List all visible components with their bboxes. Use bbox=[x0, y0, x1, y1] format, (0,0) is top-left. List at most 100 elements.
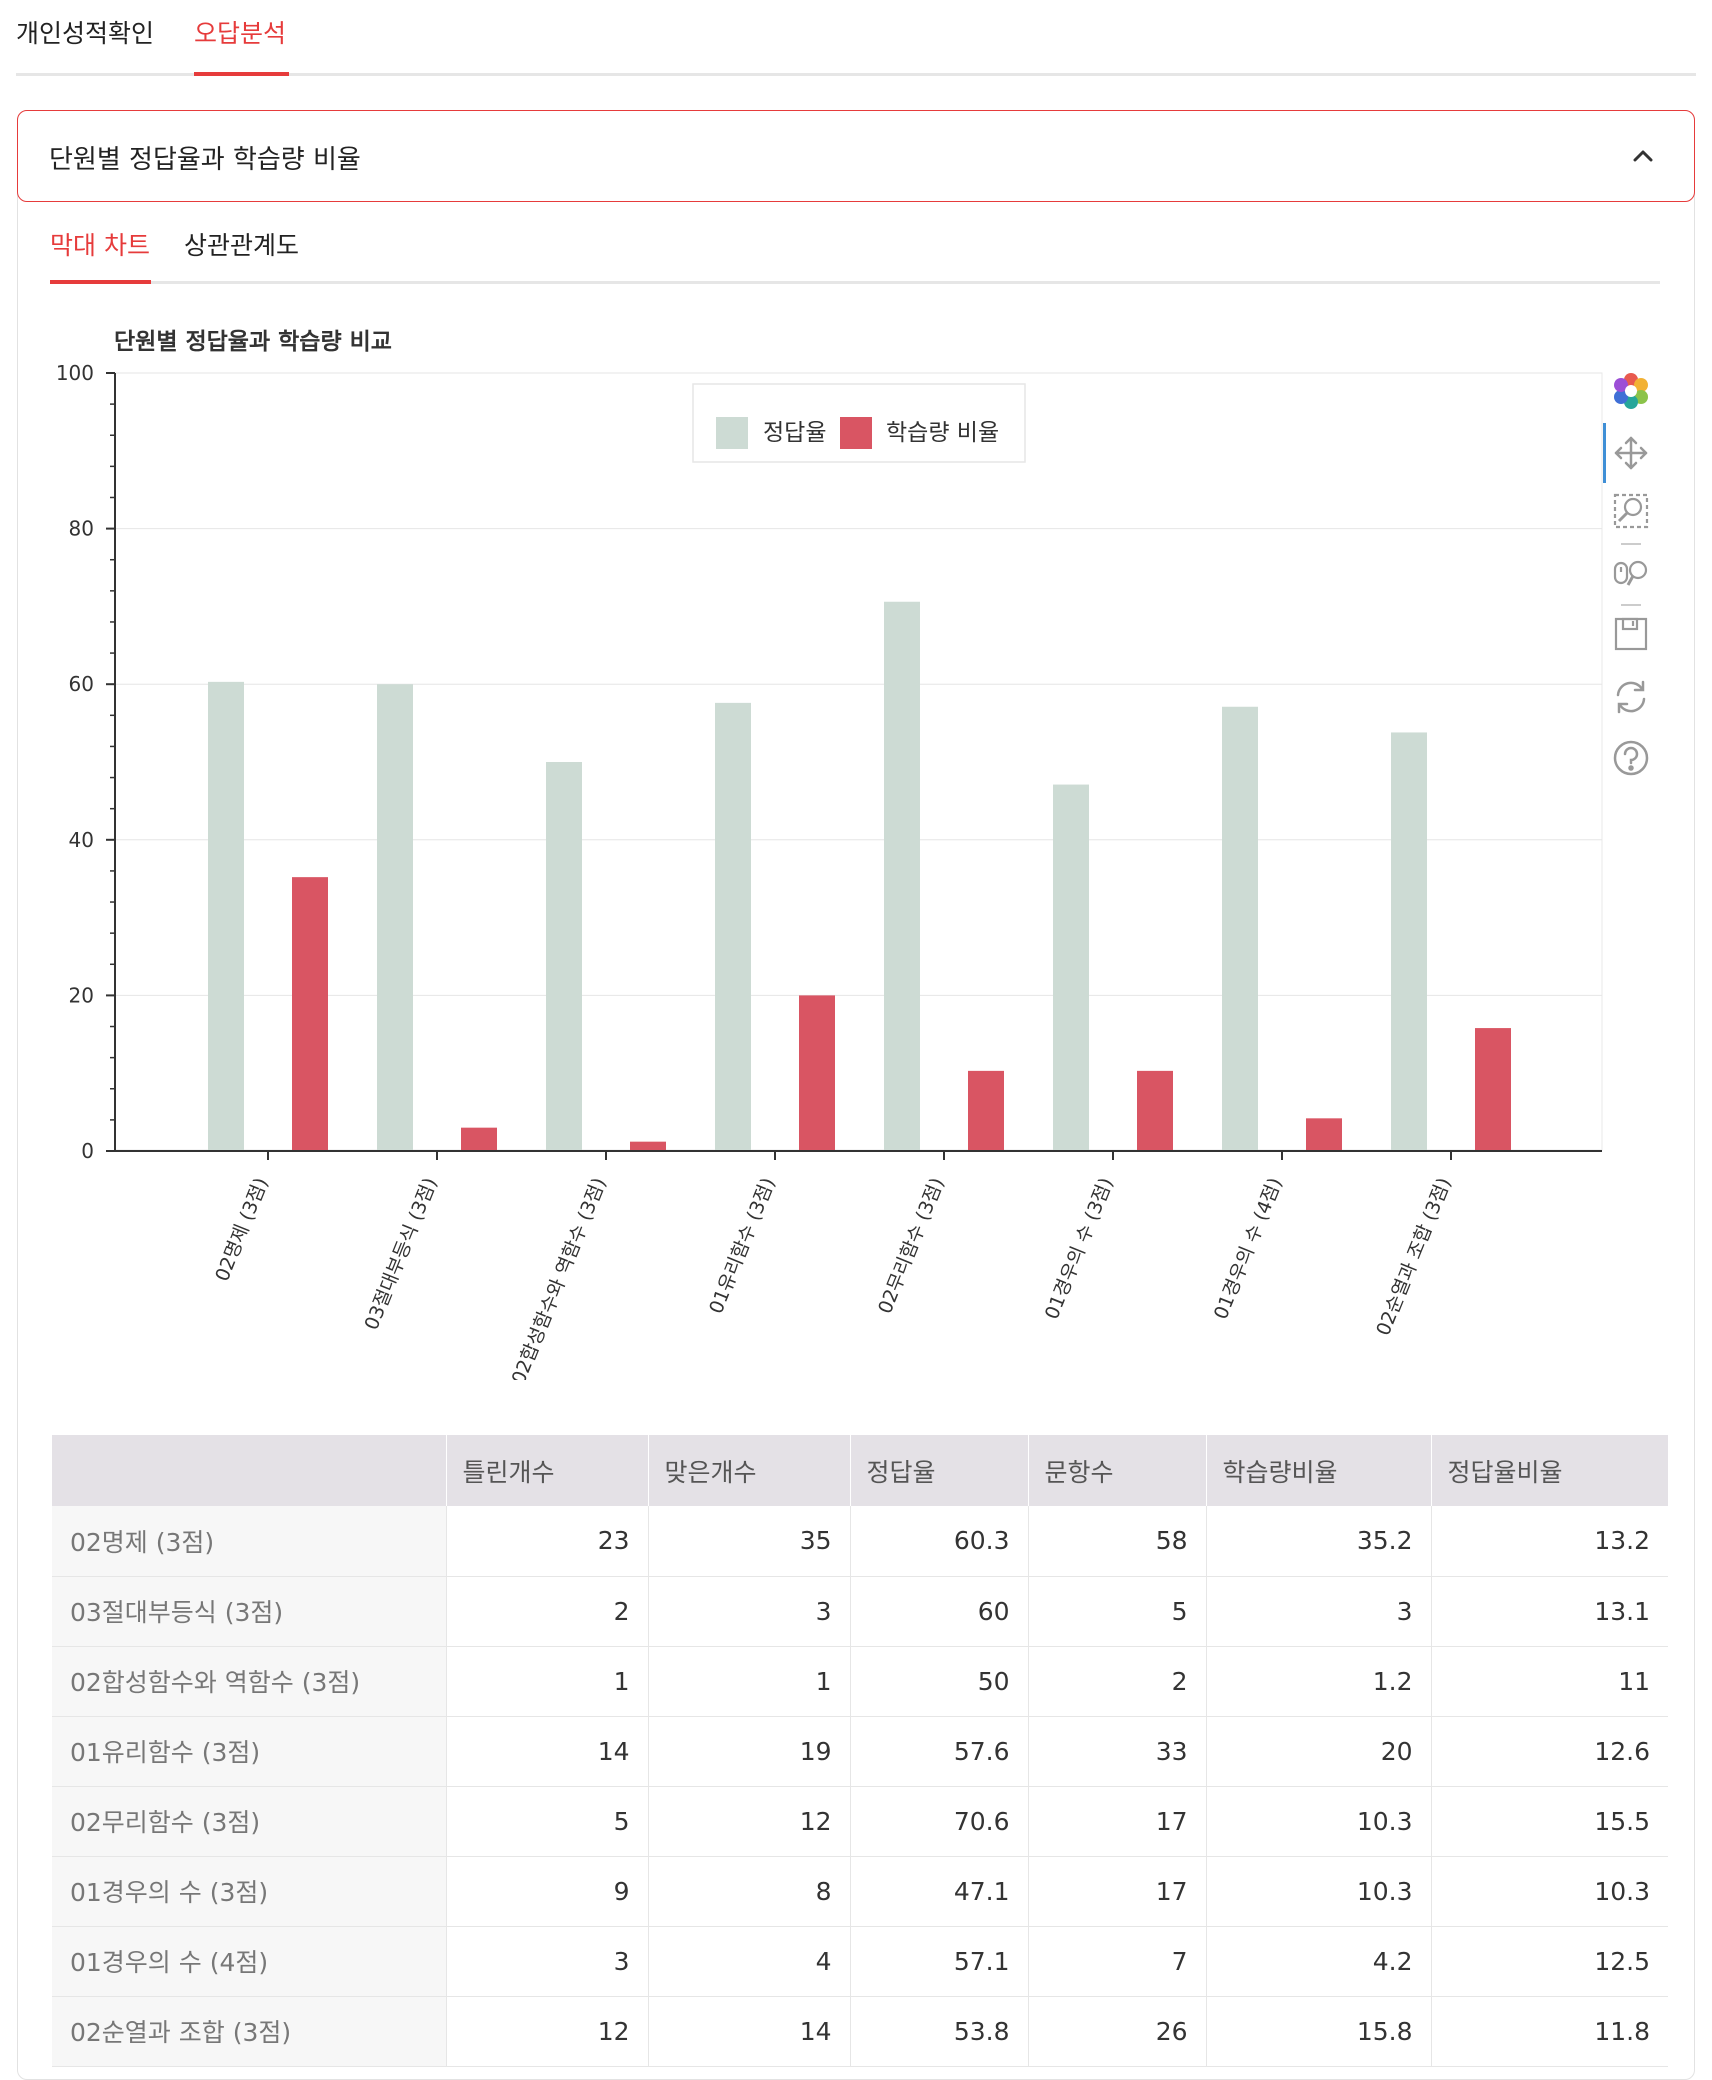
table-cell: 3 bbox=[1206, 1576, 1432, 1647]
table-cell: 9 bbox=[446, 1856, 649, 1927]
bar-correct-rate bbox=[715, 702, 751, 1151]
plot-frame bbox=[114, 372, 1603, 1151]
table-row: 01경우의 수 (3점) 9 8 47.1 17 10.3 10.3 bbox=[52, 1856, 1668, 1927]
reset-icon[interactable] bbox=[1610, 676, 1652, 718]
table-row: 02순열과 조합 (3점) 12 14 53.8 26 15.8 11.8 bbox=[52, 1996, 1668, 2067]
tab-wrong-answer-analysis[interactable]: 오답분석 bbox=[194, 19, 287, 48]
save-icon[interactable] bbox=[1610, 613, 1652, 655]
table-cell: 53.8 bbox=[850, 1996, 1029, 2067]
table-cell: 19 bbox=[648, 1716, 851, 1787]
data-table: 틀린개수 맞은개수 정답율 문항수 학습량비율 정답율비율 02명제 (3점) 23 35 60… bbox=[52, 1435, 1668, 2067]
table-row: 02명제 (3점) 23 35 60.3 58 35.2 13.2 bbox=[52, 1506, 1668, 1577]
y-tick-label: 20 bbox=[69, 983, 94, 1007]
wheel-zoom-icon[interactable] bbox=[1610, 553, 1652, 595]
table-cell: 57.1 bbox=[850, 1926, 1029, 1997]
row-label-cell: 03절대부등식 (3점) bbox=[52, 1576, 447, 1647]
table-cell: 15.8 bbox=[1206, 1996, 1432, 2067]
help-icon[interactable] bbox=[1610, 737, 1652, 779]
y-tick-label: 80 bbox=[69, 517, 94, 541]
zoom-select-icon[interactable] bbox=[1610, 490, 1652, 532]
table-cell: 26 bbox=[1028, 1996, 1207, 2067]
table-cell: 8 bbox=[648, 1856, 851, 1927]
row-label-cell: 02무리함수 (3점) bbox=[52, 1786, 447, 1857]
bar-study-ratio bbox=[292, 877, 328, 1151]
table-cell: 35 bbox=[648, 1506, 851, 1577]
move-icon[interactable] bbox=[1610, 432, 1652, 474]
bar-correct-rate bbox=[884, 601, 920, 1151]
table-cell: 14 bbox=[446, 1716, 649, 1787]
sub-tab-divider bbox=[50, 281, 1660, 284]
table-cell: 2 bbox=[1028, 1646, 1207, 1717]
table-cell: 17 bbox=[1028, 1786, 1207, 1857]
table-header-cell: 문항수 bbox=[1028, 1435, 1207, 1506]
section-title: 단원별 정답율과 학습량 비율 bbox=[49, 145, 361, 175]
section-header[interactable]: 단원별 정답율과 학습량 비율 bbox=[17, 110, 1695, 202]
table-cell: 4 bbox=[648, 1926, 851, 1997]
x-tick-label: 01유리함수 (3점) bbox=[705, 1175, 780, 1317]
toolbar-divider bbox=[1621, 543, 1641, 545]
top-tab-divider bbox=[16, 73, 1696, 76]
table-cell: 5 bbox=[1028, 1576, 1207, 1647]
x-tick-label: 02명제 (3점) bbox=[211, 1175, 272, 1285]
table-header-cell: 정답율 bbox=[850, 1435, 1029, 1506]
x-tick-label: 02무리함수 (3점) bbox=[874, 1175, 949, 1317]
y-tick-label: 0 bbox=[81, 1139, 94, 1163]
y-tick-label: 60 bbox=[69, 672, 94, 696]
x-tick-label: 02합성함수와 역함수 (3점) bbox=[508, 1175, 611, 1380]
row-label-cell: 02순열과 조합 (3점) bbox=[52, 1996, 447, 2067]
x-tick-label: 03절대부등식 (3점) bbox=[361, 1175, 442, 1333]
row-label-cell: 02합성함수와 역함수 (3점) bbox=[52, 1646, 447, 1717]
tab-bar-chart[interactable]: 막대 차트 bbox=[50, 231, 150, 260]
table-cell: 35.2 bbox=[1206, 1506, 1432, 1577]
table-cell: 10.3 bbox=[1431, 1856, 1668, 1927]
legend-swatch-study bbox=[840, 417, 872, 449]
table-row: 02무리함수 (3점) 5 12 70.6 17 10.3 15.5 bbox=[52, 1786, 1668, 1857]
legend-swatch-correct bbox=[716, 417, 748, 449]
table-row: 02합성함수와 역함수 (3점) 1 1 50 2 1.2 11 bbox=[52, 1646, 1668, 1717]
legend-label-correct: 정답율 bbox=[763, 420, 826, 446]
active-subtab-underline bbox=[50, 280, 151, 284]
table-cell: 11.8 bbox=[1431, 1996, 1668, 2067]
legend-label-study: 학습량 비율 bbox=[886, 420, 999, 446]
table-cell: 60.3 bbox=[850, 1506, 1029, 1577]
table-cell: 58 bbox=[1028, 1506, 1207, 1577]
table-cell: 14 bbox=[648, 1996, 851, 2067]
table-cell: 33 bbox=[1028, 1716, 1207, 1787]
table-header-cell: 맞은개수 bbox=[648, 1435, 851, 1506]
bar-correct-rate bbox=[1222, 706, 1258, 1151]
bar-correct-rate bbox=[546, 762, 582, 1151]
row-label-cell: 01경우의 수 (4점) bbox=[52, 1926, 447, 1997]
bar-study-ratio bbox=[1137, 1070, 1173, 1151]
tab-correlation[interactable]: 상관관계도 bbox=[184, 231, 300, 260]
logo-icon[interactable] bbox=[1610, 370, 1652, 412]
table-header-cell: 학습량비율 bbox=[1206, 1435, 1432, 1506]
table-cell: 3 bbox=[446, 1926, 649, 1997]
table-cell: 23 bbox=[446, 1506, 649, 1577]
table-cell: 20 bbox=[1206, 1716, 1432, 1787]
toolbar-divider-2 bbox=[1621, 604, 1641, 606]
table-cell: 5 bbox=[446, 1786, 649, 1857]
y-tick-label: 40 bbox=[69, 828, 94, 852]
table-cell: 60 bbox=[850, 1576, 1029, 1647]
tab-personal-score[interactable]: 개인성적확인 bbox=[16, 19, 155, 48]
table-cell: 12.6 bbox=[1431, 1716, 1668, 1787]
table-cell: 13.2 bbox=[1431, 1506, 1668, 1577]
table-cell: 57.6 bbox=[850, 1716, 1029, 1787]
table-cell: 13.1 bbox=[1431, 1576, 1668, 1647]
bar-correct-rate bbox=[1391, 732, 1427, 1151]
table-header-cell bbox=[52, 1435, 447, 1506]
table-cell: 47.1 bbox=[850, 1856, 1029, 1927]
legend: 정답율 학습량 비율 bbox=[692, 383, 1026, 463]
table-cell: 1.2 bbox=[1206, 1646, 1432, 1717]
chart-title: 단원별 정답율과 학습량 비교 bbox=[114, 329, 392, 355]
table-cell: 1 bbox=[648, 1646, 851, 1717]
chevron-up-icon[interactable] bbox=[1628, 141, 1658, 171]
x-tick-label: 01경우의 수 (3점) bbox=[1041, 1175, 1118, 1323]
y-tick-label: 100 bbox=[56, 361, 94, 385]
table-cell: 1 bbox=[446, 1646, 649, 1717]
bar-correct-rate bbox=[377, 684, 413, 1151]
table-header-cell: 틀린개수 bbox=[446, 1435, 649, 1506]
bar-study-ratio bbox=[968, 1070, 1004, 1151]
table-row: 03절대부등식 (3점) 2 3 60 5 3 13.1 bbox=[52, 1576, 1668, 1647]
table-cell: 10.3 bbox=[1206, 1856, 1432, 1927]
